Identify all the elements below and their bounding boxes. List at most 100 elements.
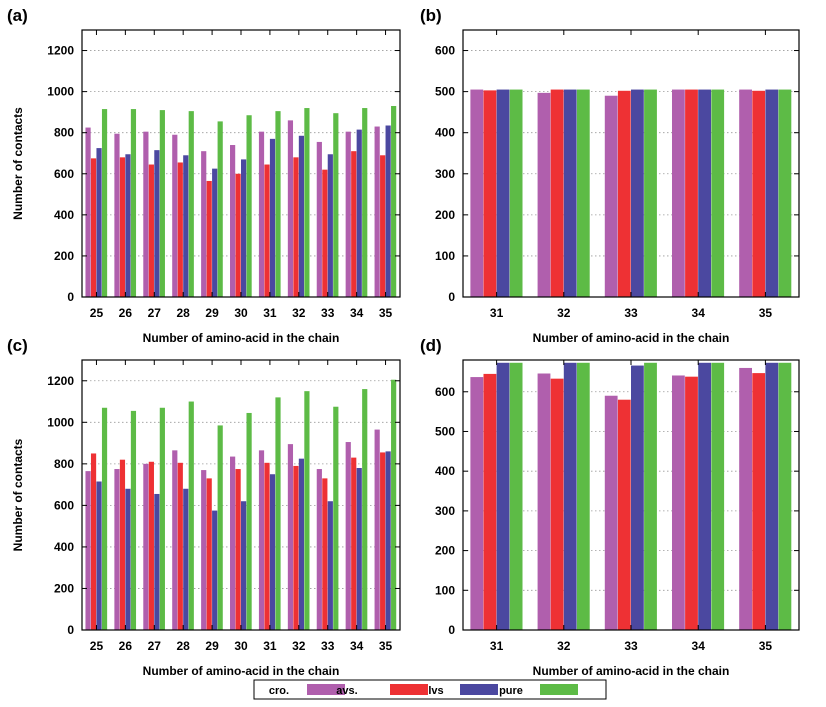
- bar-lvs-29: [212, 510, 218, 630]
- x-tick-label: 33: [624, 306, 638, 320]
- bar-pure-35: [778, 362, 792, 630]
- bar-cro-34: [671, 375, 685, 630]
- bar-avs-32: [550, 89, 564, 297]
- panel-label: (d): [420, 336, 442, 355]
- x-tick-label: 26: [119, 306, 133, 320]
- bar-lvs-29: [212, 168, 218, 297]
- bar-avs-33: [322, 169, 328, 297]
- bar-avs-32: [293, 157, 299, 297]
- bar-pure-27: [159, 407, 165, 630]
- bar-pure-35: [778, 89, 792, 297]
- bar-cro-32: [537, 373, 551, 630]
- bar-avs-31: [264, 164, 270, 297]
- x-tick-label: 32: [292, 306, 306, 320]
- plot-frame: [462, 29, 800, 298]
- bar-cro-31: [470, 377, 484, 630]
- bar-cro-28: [172, 134, 178, 297]
- bar-pure-26: [130, 410, 137, 630]
- x-tick-label: 31: [263, 639, 277, 653]
- y-tick-label: 200: [435, 208, 455, 222]
- x-tick-label: 29: [205, 306, 219, 320]
- bar-cro-27: [143, 463, 149, 630]
- x-tick-label: 35: [759, 639, 773, 653]
- bar-pure-29: [217, 425, 223, 630]
- bar-lvs-31: [496, 362, 510, 630]
- bar-avs-32: [550, 378, 564, 630]
- bar-avs-30: [235, 469, 241, 630]
- bar-avs-30: [235, 173, 241, 297]
- y-axis-label: Number of contacts: [11, 438, 25, 551]
- bar-pure-34: [362, 389, 368, 630]
- bar-avs-34: [685, 376, 698, 630]
- bar-pure-31: [509, 362, 523, 630]
- y-tick-label: 0: [448, 290, 455, 304]
- x-tick-label: 33: [321, 639, 335, 653]
- x-tick-label: 32: [557, 639, 571, 653]
- bar-lvs-34: [698, 89, 712, 297]
- y-tick-label: 400: [435, 126, 455, 140]
- bar-lvs-34: [698, 362, 712, 630]
- bar-avs-33: [617, 399, 631, 630]
- bar-lvs-34: [356, 129, 362, 297]
- bar-lvs-30: [241, 501, 247, 630]
- bar-pure-32: [576, 362, 590, 630]
- bar-cro-35: [739, 367, 752, 630]
- y-tick-label: 300: [435, 167, 455, 181]
- x-tick-label: 34: [350, 306, 364, 320]
- bar-avs-28: [177, 462, 183, 630]
- bar-cro-29: [201, 151, 207, 297]
- bar-lvs-26: [125, 154, 131, 297]
- bar-lvs-30: [241, 159, 247, 297]
- legend-label: avs.: [336, 685, 357, 697]
- bar-lvs-31: [269, 138, 276, 297]
- bar-lvs-34: [356, 468, 362, 630]
- bar-cro-35: [374, 126, 380, 298]
- y-tick-label: 200: [54, 249, 74, 263]
- bar-lvs-32: [298, 135, 305, 297]
- x-tick-label: 27: [148, 639, 162, 653]
- y-tick-label: 500: [435, 424, 455, 438]
- x-tick-label: 33: [321, 306, 335, 320]
- bar-cro-33: [604, 95, 618, 297]
- y-tick-label: 0: [448, 623, 455, 637]
- bar-pure-28: [188, 111, 194, 297]
- x-tick-label: 27: [148, 306, 162, 320]
- legend-label: cro.: [269, 685, 289, 697]
- bar-cro-27: [143, 131, 149, 297]
- bar-pure-25: [101, 109, 108, 297]
- y-tick-label: 600: [435, 44, 455, 58]
- bar-cro-25: [85, 471, 91, 630]
- bar-cro-33: [316, 469, 322, 630]
- bar-cro-32: [537, 92, 551, 298]
- legend-swatch: [540, 684, 578, 695]
- bar-lvs-35: [765, 89, 779, 297]
- bar-cro-25: [85, 127, 91, 297]
- bar-pure-25: [101, 407, 108, 630]
- y-tick-label: 0: [67, 290, 74, 304]
- bar-pure-32: [304, 391, 310, 630]
- bar-cro-30: [230, 145, 236, 297]
- x-axis-label: Number of amino-acid in the chain: [143, 664, 340, 678]
- bar-lvs-32: [298, 458, 305, 630]
- bar-cro-26: [114, 133, 120, 297]
- bar-avs-26: [119, 459, 126, 630]
- panel-3: 31 32 33 34 35 0 100 200 300 400 500 600 Number of a…: [420, 336, 800, 678]
- x-tick-label: 34: [692, 639, 706, 653]
- y-tick-label: 400: [54, 208, 74, 222]
- y-tick-label: 100: [435, 583, 455, 597]
- x-tick-label: 28: [177, 306, 191, 320]
- x-tick-label: 32: [292, 639, 306, 653]
- x-axis-label: Number of amino-acid in the chain: [533, 664, 730, 678]
- bar-avs-31: [483, 373, 497, 630]
- bar-pure-31: [275, 397, 281, 630]
- bar-cro-32: [287, 444, 294, 630]
- panel-label: (b): [420, 6, 442, 25]
- y-tick-label: 600: [54, 498, 74, 512]
- x-tick-label: 34: [692, 306, 706, 320]
- bar-pure-35: [391, 105, 397, 297]
- x-tick-label: 31: [490, 639, 504, 653]
- x-tick-label: 30: [234, 639, 248, 653]
- y-tick-label: 1000: [47, 415, 74, 429]
- x-tick-label: 35: [379, 306, 393, 320]
- bar-pure-26: [130, 109, 137, 297]
